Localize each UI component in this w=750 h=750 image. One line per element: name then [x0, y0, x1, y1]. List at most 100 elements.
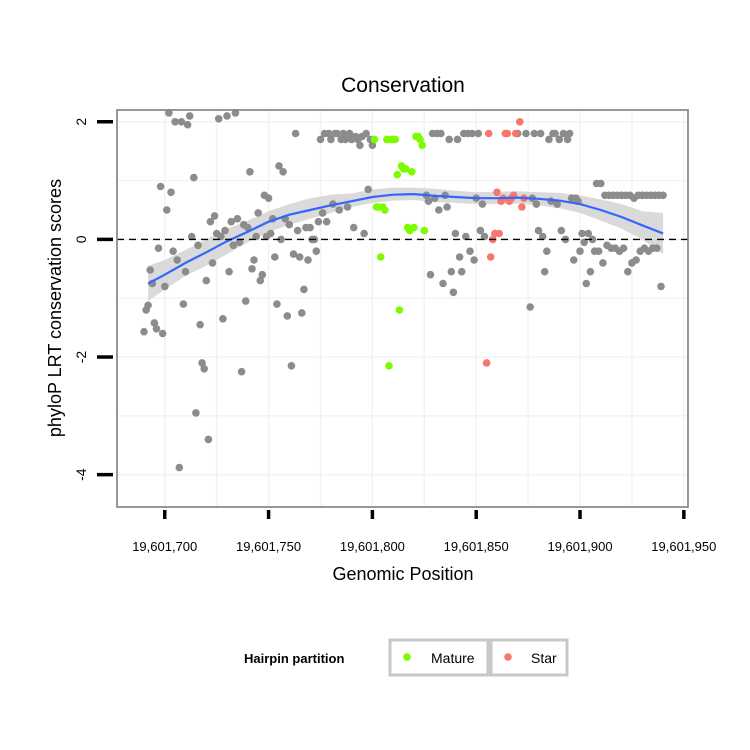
point-other: [291, 129, 300, 138]
point-other: [248, 265, 256, 273]
point-star: [482, 359, 491, 367]
point-other: [285, 220, 294, 229]
point-other: [165, 109, 173, 117]
point-star: [511, 129, 520, 138]
point-other: [277, 235, 285, 244]
point-other: [538, 232, 547, 241]
point-other: [586, 267, 595, 276]
point-other: [225, 267, 233, 276]
point-other: [167, 188, 175, 197]
point-other: [264, 194, 273, 202]
point-other: [349, 223, 358, 232]
point-other: [171, 118, 179, 126]
point-other: [653, 244, 661, 252]
point-other: [580, 238, 588, 247]
x-tick-label: 19,601,750: [236, 539, 301, 554]
point-other: [161, 282, 169, 291]
point-other: [163, 206, 171, 214]
point-other: [570, 256, 578, 264]
point-other: [468, 129, 476, 138]
point-other: [185, 112, 194, 120]
y-tick-label: -2: [73, 351, 89, 364]
point-other: [192, 409, 200, 417]
point-other: [173, 256, 181, 264]
legend-title: Hairpin partition: [244, 651, 344, 666]
point-other: [343, 203, 352, 211]
point-other: [208, 259, 217, 267]
point-other: [457, 267, 466, 276]
point-other: [156, 182, 165, 191]
point-mature: [416, 135, 424, 144]
point-other: [619, 244, 628, 252]
point-other: [424, 197, 433, 205]
point-other: [293, 226, 302, 235]
point-other: [241, 297, 250, 305]
point-other: [522, 129, 530, 138]
point-mature: [376, 253, 385, 261]
point-other: [221, 226, 229, 235]
point-other: [439, 279, 447, 288]
point-other: [169, 247, 177, 255]
point-mature: [393, 170, 402, 179]
point-other: [435, 206, 443, 214]
point-other: [316, 135, 325, 144]
point-other: [447, 267, 456, 276]
point-star: [503, 129, 512, 138]
point-other: [200, 365, 208, 373]
point-other: [266, 229, 275, 238]
point-other: [146, 266, 154, 274]
point-other: [426, 270, 435, 279]
point-other: [318, 209, 327, 217]
point-mature: [410, 223, 418, 232]
point-other: [233, 215, 242, 223]
point-other: [474, 129, 483, 138]
point-other: [532, 200, 541, 208]
y-tick-label: 2: [73, 118, 89, 126]
point-other: [327, 135, 335, 144]
point-other: [304, 256, 312, 264]
points-layer: [140, 109, 667, 472]
legend-key-star-box: [489, 638, 569, 677]
point-other: [190, 173, 198, 182]
point-other: [258, 270, 267, 279]
point-other: [187, 232, 196, 241]
x-tick-label: 19,601,700: [132, 539, 197, 554]
point-mature: [381, 206, 389, 214]
point-other: [345, 129, 354, 138]
point-other: [202, 276, 211, 285]
point-other: [219, 315, 227, 323]
point-other: [599, 259, 607, 267]
point-other: [476, 226, 485, 235]
point-star: [486, 253, 495, 261]
point-other: [453, 135, 462, 144]
point-other: [470, 256, 478, 264]
point-other: [543, 247, 551, 255]
point-other: [362, 129, 371, 138]
point-other: [553, 200, 561, 208]
point-other: [246, 168, 254, 176]
point-other: [466, 247, 474, 255]
point-other: [588, 235, 597, 244]
y-tick-label: -4: [73, 468, 89, 481]
point-other: [198, 359, 206, 367]
point-other: [227, 217, 235, 226]
point-other: [582, 279, 591, 288]
point-mature: [370, 135, 379, 144]
point-other: [279, 168, 287, 176]
point-other: [576, 247, 584, 255]
point-other: [158, 329, 167, 338]
point-other: [555, 135, 564, 144]
point-other: [196, 320, 204, 329]
point-other: [295, 253, 304, 261]
point-mature: [418, 141, 427, 150]
point-star: [493, 188, 501, 197]
point-other: [252, 232, 260, 241]
point-other: [526, 303, 534, 311]
point-other: [140, 327, 148, 336]
point-other: [624, 267, 632, 276]
point-other: [565, 129, 574, 138]
point-other: [235, 238, 244, 247]
point-other: [300, 285, 308, 294]
legend-label-star: Star: [531, 650, 557, 666]
point-mature: [420, 226, 429, 235]
